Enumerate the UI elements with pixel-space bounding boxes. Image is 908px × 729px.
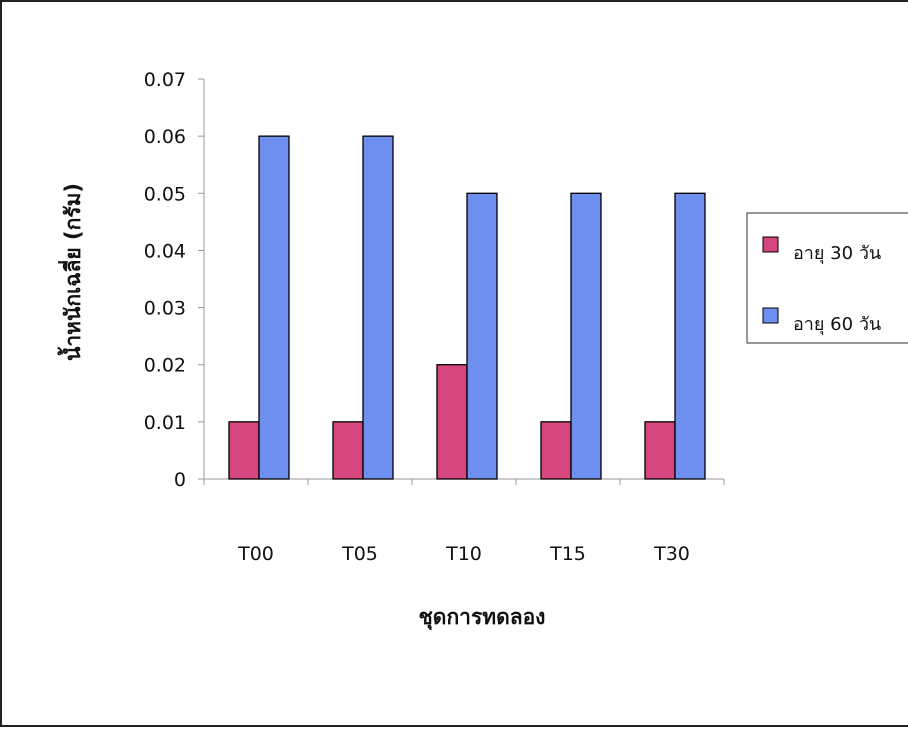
x-tick-label-t00: T00 xyxy=(237,543,274,565)
bar-t10-series-1 xyxy=(436,364,468,480)
bar-t10-series-2 xyxy=(466,192,498,480)
y-axis-title: น้ำหนักเฉลี่ย (กรัม) xyxy=(57,183,85,361)
axis-layer xyxy=(198,78,725,485)
bar-t05-series-2 xyxy=(362,135,394,480)
bar-t30-series-2 xyxy=(674,192,706,480)
legend-label-age-60-days: อายุ 60 วัน xyxy=(793,314,881,335)
bar-t15-series-1 xyxy=(540,421,572,480)
y-tick-label: 0.04 xyxy=(144,240,186,262)
y-tick-label: 0.07 xyxy=(144,69,186,91)
legend-label-age-30-days: อายุ 30 วัน xyxy=(793,243,881,264)
legend-swatch-age-60-days xyxy=(762,307,779,324)
y-tick-label: 0.03 xyxy=(144,298,186,320)
bar-t30-series-1 xyxy=(644,421,676,480)
bar-t00-series-1 xyxy=(228,421,260,480)
bar-t00-series-2 xyxy=(258,135,290,480)
bar-layer xyxy=(228,135,706,480)
y-tick-label: 0.02 xyxy=(144,355,186,377)
y-tick-label: 0.05 xyxy=(144,183,186,205)
y-tick-label: 0.01 xyxy=(144,412,186,434)
x-tick-label-t05: T05 xyxy=(341,543,378,565)
y-tick-label: 0 xyxy=(174,469,186,491)
x-axis-title: ชุดการทดลอง xyxy=(419,605,546,631)
x-tick-label-t15: T15 xyxy=(549,543,586,565)
x-tick-label-t10: T10 xyxy=(445,543,482,565)
y-tick-label: 0.06 xyxy=(144,126,186,148)
bar-t05-series-1 xyxy=(332,421,364,480)
legend: อายุ 30 วัน อายุ 60 วัน xyxy=(746,212,908,344)
label-layer: 0 0.01 0.02 0.03 0.04 0.05 0.06 0.07 T00 T05 T10 T1… xyxy=(144,69,690,565)
legend-swatch-age-30-days xyxy=(762,236,779,253)
bar-t15-series-2 xyxy=(570,192,602,480)
x-tick-label-t30: T30 xyxy=(653,543,690,565)
